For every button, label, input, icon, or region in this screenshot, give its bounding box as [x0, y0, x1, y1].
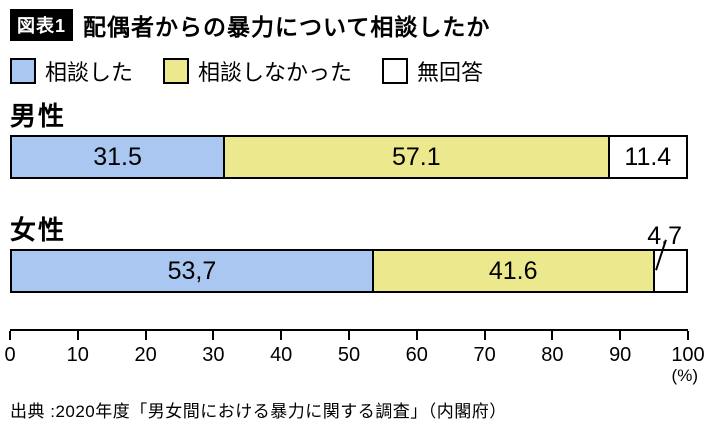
axis-tick-label: 100: [671, 344, 705, 366]
stacked-bar: 31.5 57.1 11.4: [10, 135, 688, 179]
value-label: 11.4: [624, 142, 672, 171]
stacked-bar: 53,7 41.6: [10, 249, 688, 293]
axis-track: 0 10 20 30 40 50 60 70 80 90 100: [4, 329, 705, 387]
bar-segment: 53,7: [12, 251, 374, 291]
legend: 相談した 相談しなかった 無回答: [10, 55, 688, 87]
axis-tick-label: 70: [473, 344, 496, 366]
axis-tick-label: 0: [4, 344, 16, 366]
legend-item: 相談した: [10, 55, 133, 87]
value-label: 31.5: [93, 142, 142, 171]
chart-title: 配偶者からの暴力について相談したか: [83, 14, 491, 40]
axis-tick: [348, 331, 350, 340]
legend-label: 無回答: [417, 60, 484, 85]
axis-tick: [483, 331, 486, 340]
value-label: 41.6: [488, 256, 538, 285]
category-label: 男性: [10, 101, 67, 131]
axis-tick: [619, 331, 622, 340]
legend-label: 相談しなかった: [198, 60, 353, 85]
bar-segment: 31.5: [12, 137, 226, 177]
axis-tick: [687, 331, 689, 340]
bar-segment: 11.4: [609, 137, 686, 177]
category-label: 女性: [10, 215, 67, 245]
axis-tick: [76, 331, 79, 340]
axis-tick: [9, 331, 11, 340]
axis-unit-label: (%): [671, 366, 698, 385]
axis-tick: [212, 331, 215, 340]
x-axis: 0 10 20 30 40 50 60 70 80 90 100 (%): [4, 329, 705, 387]
axis-tick: [280, 331, 283, 340]
axis-tick: [415, 331, 418, 340]
bar-segment: 57.1: [225, 137, 610, 177]
chart-row: 男性 31.5 57.1 11.4: [10, 97, 688, 179]
axis-tick-label: 30: [202, 344, 225, 366]
axis-tick: [551, 331, 554, 340]
source-note: 出典 :2020年度「男女間における暴力に関する調査」（内閣府）: [10, 402, 507, 421]
legend-item: 無回答: [382, 55, 483, 87]
axis-tick: [144, 331, 147, 340]
axis-tick-label: 90: [609, 344, 632, 366]
axis-tick-label: 50: [337, 344, 361, 366]
axis-tick-label: 10: [66, 344, 89, 366]
value-label: 53,7: [167, 256, 217, 285]
category-row: 女性 4.7: [10, 211, 688, 249]
legend-item: 相談しなかった: [163, 55, 352, 87]
bar-chart: 男性 31.5 57.1 11.4 女性 4.7 53,7 41.6: [10, 97, 688, 293]
axis-tick-label: 20: [134, 344, 157, 366]
header: 図表1 配偶者からの暴力について相談したか: [10, 8, 688, 42]
legend-swatch: [10, 58, 36, 84]
legend-label: 相談した: [45, 60, 134, 85]
axis-tick-label: 40: [270, 344, 293, 366]
value-label: 57.1: [391, 142, 441, 171]
category-row: 男性: [10, 97, 688, 135]
axis-tick-label: 60: [405, 344, 428, 366]
figure-number-badge: 図表1: [10, 9, 74, 41]
axis-tick-label: 80: [541, 344, 564, 366]
legend-swatch: [163, 58, 190, 84]
legend-swatch: [382, 58, 409, 84]
chart-row: 女性 4.7 53,7 41.6: [10, 211, 688, 293]
bar-segment: 41.6: [373, 251, 655, 291]
